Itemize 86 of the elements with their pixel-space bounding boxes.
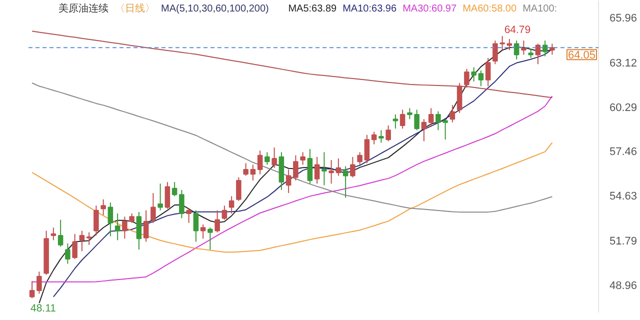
- candlestick: [129, 212, 134, 224]
- candlestick: [200, 224, 206, 240]
- annotation: MA60:58.00: [462, 4, 517, 14]
- candlestick: [421, 118, 427, 142]
- line-series: [32, 82, 553, 213]
- y-tick-label: 57.46: [610, 146, 638, 158]
- y-tick-label: 60.29: [610, 102, 638, 114]
- candlestick: [428, 108, 434, 128]
- candlestick: [58, 219, 64, 247]
- ref-line-label: 64.05: [568, 50, 596, 62]
- annotation: MA(5,10,30,60,100,200): [161, 4, 269, 14]
- annotation: MA30:60.97: [402, 4, 457, 14]
- candlestick: [257, 150, 263, 175]
- candlestick: [407, 108, 412, 120]
- candlestick: [264, 152, 270, 166]
- candlestick: [314, 156, 320, 184]
- candlestick: [79, 230, 85, 252]
- candlestick: [214, 210, 220, 233]
- annotation: 64.79: [504, 24, 531, 36]
- y-tick-label: 63.12: [610, 57, 638, 70]
- candlestick: [108, 202, 114, 237]
- candlestick: [528, 48, 534, 58]
- candlestick: [50, 227, 56, 241]
- candlestick: [164, 182, 170, 210]
- candlestick: [371, 131, 377, 145]
- candlestick: [150, 192, 156, 224]
- annotation: MA10:63.96: [342, 4, 397, 14]
- annotation: 48.11: [30, 302, 56, 314]
- candlestick: [378, 130, 384, 144]
- candlestick: [322, 152, 327, 186]
- candlestick: [350, 156, 356, 178]
- candlestick: [336, 158, 342, 176]
- candlestick: [208, 227, 213, 250]
- candlestick: [122, 216, 128, 240]
- y-tick-label: 48.96: [610, 280, 638, 292]
- candlestick: [478, 70, 484, 87]
- candlestick: [293, 154, 298, 181]
- annotation: MA100:: [522, 4, 558, 14]
- candlestick: [243, 162, 248, 176]
- candlestick: [250, 164, 256, 181]
- candlestick: [136, 211, 142, 250]
- candlestick: [114, 212, 120, 241]
- candlestick: [514, 40, 520, 60]
- candlestick: [506, 38, 512, 51]
- y-tick-label: 65.96: [610, 12, 638, 25]
- candlestick: [186, 208, 192, 224]
- candlestick: [550, 43, 555, 56]
- candlestick: [286, 168, 292, 194]
- candlestick: [236, 176, 242, 202]
- candlestick: [400, 109, 406, 130]
- candlestick: [228, 196, 234, 214]
- candlestick: [464, 68, 470, 88]
- candlestick: [94, 205, 99, 236]
- y-tick-label: 51.79: [610, 235, 638, 248]
- annotation: 〈日线〉: [115, 2, 155, 14]
- candlestick: [450, 104, 456, 123]
- candlestick: [521, 40, 526, 56]
- line-series: [32, 142, 553, 253]
- candlestick: [414, 109, 420, 131]
- candlestick: [386, 124, 391, 142]
- annotation: MA5:63.89: [288, 4, 338, 14]
- candlestick: [143, 210, 149, 242]
- candlestick: [364, 134, 370, 164]
- y-tick-label: 54.63: [610, 190, 638, 203]
- candlestick: [456, 82, 462, 114]
- candlestick: [392, 114, 398, 130]
- candlestick: [342, 166, 348, 198]
- candlestick: [357, 152, 362, 166]
- candlestick: [36, 271, 42, 294]
- candlestick: [193, 210, 199, 242]
- candlestick: [158, 183, 163, 211]
- candlestick: [485, 57, 491, 87]
- candlestick: [300, 152, 306, 166]
- candlestick: [72, 233, 78, 260]
- candlestick: [86, 232, 92, 246]
- candlestick: [222, 205, 228, 220]
- candlestick: [307, 148, 313, 184]
- candlestick: [100, 198, 106, 216]
- candlestick: [179, 189, 184, 219]
- candlestick: [172, 182, 178, 197]
- candlestick: [272, 146, 277, 168]
- candlestick: [471, 66, 476, 82]
- candlestick: [29, 280, 35, 299]
- candlestick: [65, 242, 70, 264]
- candlestick: [328, 160, 334, 184]
- annotation: 美原油连续: [58, 2, 108, 14]
